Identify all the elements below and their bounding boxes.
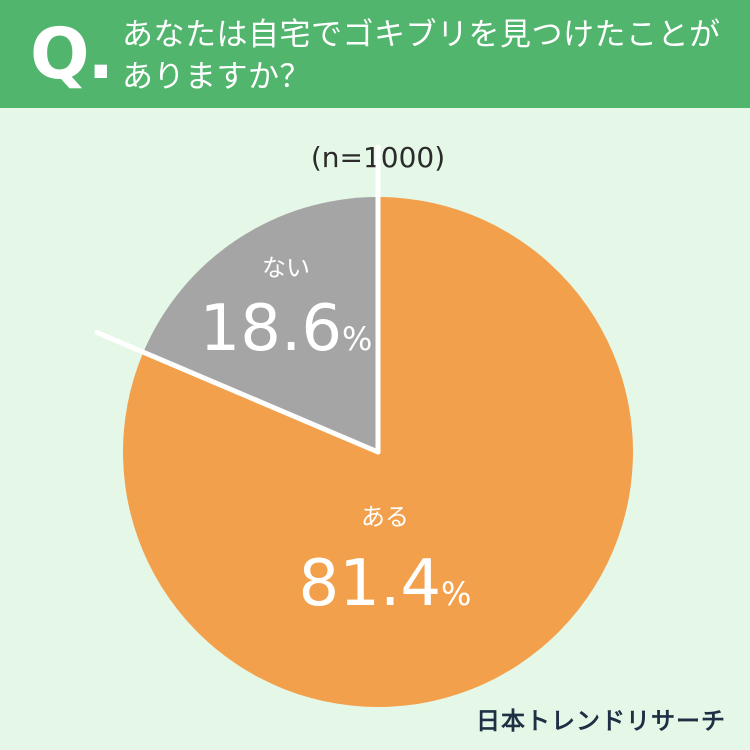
question-text: あなたは自宅でゴキブリを見つけたことがありますか？ bbox=[122, 17, 721, 95]
question-mark-label: Q. bbox=[30, 13, 114, 95]
pie-slice-no bbox=[143, 197, 378, 452]
slice-label-no: ない bbox=[262, 254, 310, 282]
question-header: Q. あなたは自宅でゴキブリを見つけたことがありますか？ bbox=[0, 0, 750, 108]
slice-label-yes: ある bbox=[361, 503, 409, 531]
brand-logo: 日本トレンドリサーチ bbox=[476, 707, 726, 735]
pie-slices bbox=[94, 144, 633, 708]
slice-separator-line bbox=[94, 330, 381, 455]
